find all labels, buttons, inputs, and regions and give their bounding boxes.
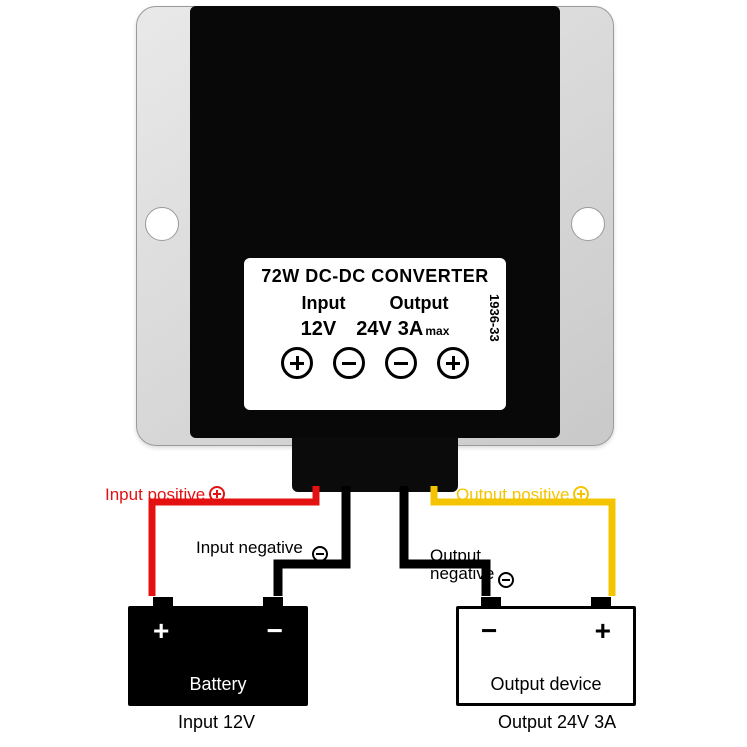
label-output-positive: Output positive [456, 484, 589, 505]
output-terminal-nub [481, 597, 501, 607]
battery-label: Battery [189, 674, 246, 695]
minus-icon [498, 572, 514, 588]
label-input-positive: Input positive [105, 484, 225, 505]
output-terminal-plus: + [595, 615, 611, 647]
battery-caption: Input 12V [178, 712, 255, 733]
mount-hole-left [145, 207, 179, 241]
output-voltage: 24V [356, 318, 392, 340]
output-terminal-nub [591, 597, 611, 607]
mount-hole-right [571, 207, 605, 241]
terminal-plus-icon [281, 347, 313, 379]
battery-terminal-nub [263, 597, 283, 607]
output-current-max: max [425, 324, 449, 338]
terminal-plus-icon [437, 347, 469, 379]
output-device-box: − + Output device [456, 606, 636, 706]
battery-terminal-minus: − [267, 615, 283, 647]
terminal-symbols [281, 347, 469, 379]
converter-label-panel: 72W DC-DC CONVERTER Input Output 12V 24V… [244, 258, 506, 410]
converter-title: 72W DC-DC CONVERTER [261, 266, 489, 287]
plus-icon [209, 486, 225, 502]
battery-box: + − Battery [128, 606, 308, 706]
cable-tail [292, 438, 458, 492]
output-values: 24V 3Amax [356, 318, 449, 341]
output-terminal-minus: − [481, 615, 497, 647]
plus-icon [573, 486, 589, 502]
input-voltage: 12V [301, 318, 337, 341]
battery-terminal-nub [153, 597, 173, 607]
terminal-minus-icon [385, 347, 417, 379]
input-header: Input [302, 293, 346, 314]
minus-icon [312, 546, 328, 562]
serial-number: 1936-33 [487, 294, 502, 342]
output-device-caption: Output 24V 3A [498, 712, 616, 733]
output-device-label: Output device [490, 674, 601, 695]
output-current: 3A [398, 318, 424, 340]
diagram-stage: 72W DC-DC CONVERTER Input Output 12V 24V… [0, 0, 747, 747]
output-header: Output [390, 293, 449, 314]
battery-terminal-plus: + [153, 615, 169, 647]
label-input-negative: Input negative [196, 538, 328, 560]
terminal-minus-icon [333, 347, 365, 379]
label-output-negative: Output negative [430, 528, 514, 586]
